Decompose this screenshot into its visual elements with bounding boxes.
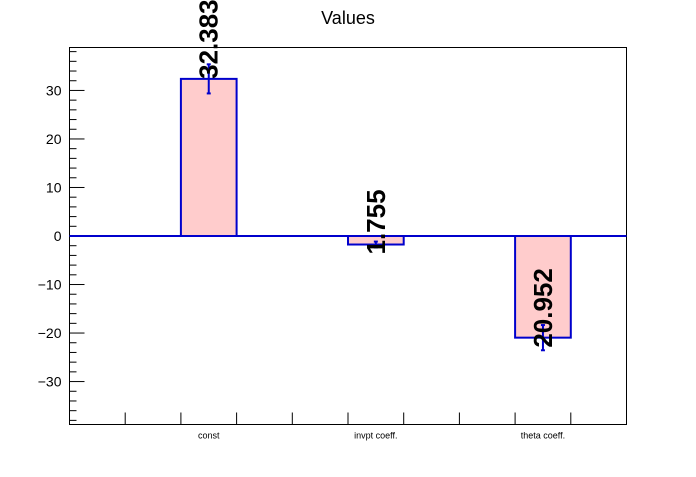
chart-title: Values — [321, 8, 375, 28]
y-tick-label: 0 — [54, 228, 62, 244]
x-tick-label: invpt coeff. — [354, 431, 397, 441]
data-label: 20.952 — [528, 268, 558, 348]
y-tick-label: −20 — [38, 325, 62, 341]
bars — [179, 63, 572, 352]
y-tick-label: 30 — [46, 82, 62, 98]
y-tick-label: −10 — [38, 277, 62, 293]
data-label: 1.755 — [361, 189, 391, 254]
y-tick-label: −30 — [38, 374, 62, 390]
x-tick-label: theta coeff. — [521, 431, 565, 441]
y-tick-label: 10 — [46, 179, 62, 195]
data-label: 32.383 — [194, 0, 224, 79]
bar — [179, 77, 238, 237]
bar — [514, 235, 572, 339]
y-tick-label: 20 — [46, 131, 62, 147]
x-tick-label: const — [198, 431, 220, 441]
x-axis: const invpt coeff. theta coeff. — [124, 412, 572, 441]
y-axis: −30 −20 −10 0 10 20 30 — [38, 51, 85, 421]
data-labels: 32.383 1.755 20.952 — [194, 0, 558, 348]
